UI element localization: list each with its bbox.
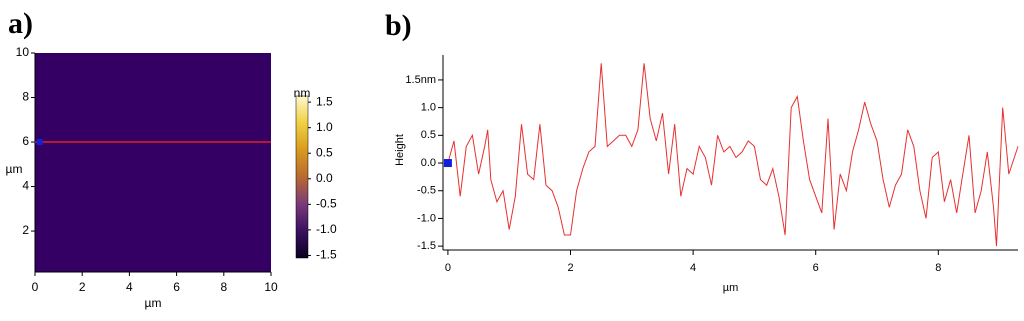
colorbar <box>295 95 309 259</box>
y-axis-label: Height <box>394 134 406 166</box>
colorbar-tick-label: -0.5 <box>316 197 337 211</box>
colorbar-tick-label: 1.0 <box>316 120 333 134</box>
x-tick-label: 8 <box>220 280 227 294</box>
afm-image <box>35 53 271 272</box>
profile-line <box>447 63 1019 247</box>
colorbar-label: nm <box>294 86 311 100</box>
x-tick-label: 2 <box>567 262 573 274</box>
panel-label: a) <box>8 7 33 40</box>
x-tick-label: 10 <box>264 280 278 294</box>
y-tick-label: 4 <box>22 179 29 193</box>
y-tick-label: 0.5 <box>421 129 436 141</box>
colorbar-tick-label: 0.5 <box>316 145 333 159</box>
y-tick-label: 2 <box>22 223 29 237</box>
x-tick-label: 6 <box>813 262 819 274</box>
colorbar-tick-label: 1.5 <box>316 94 333 108</box>
y-tick-label: -0.5 <box>417 185 436 197</box>
x-tick-label: 4 <box>690 262 696 274</box>
x-tick-label: 4 <box>126 280 133 294</box>
x-tick-label: 0 <box>32 280 39 294</box>
x-axis-label: µm <box>723 282 739 294</box>
y-axis-label: µm <box>6 162 23 176</box>
x-axis-label: µm <box>145 296 162 310</box>
colorbar-tick-label: -1.5 <box>316 248 337 262</box>
y-tick-label: -1.0 <box>417 212 436 224</box>
y-tick-label: -1.5 <box>417 240 436 252</box>
colorbar-tick-label: -1.0 <box>316 222 337 236</box>
panel-label: b) <box>385 9 412 42</box>
y-tick-label: 10 <box>16 45 30 59</box>
cursor <box>36 139 43 146</box>
x-tick-label: 0 <box>445 262 451 274</box>
y-tick-label: 0.0 <box>421 157 436 169</box>
y-tick-label: 1.5nm <box>405 74 436 86</box>
x-tick-label: 6 <box>173 280 180 294</box>
x-tick-label: 2 <box>79 280 86 294</box>
x-tick-label: 8 <box>935 262 941 274</box>
colorbar-tick-label: 0.0 <box>316 171 333 185</box>
y-tick-label: 1.0 <box>421 102 436 114</box>
y-tick-label: 8 <box>22 90 29 104</box>
y-tick-label: 6 <box>22 134 29 148</box>
cursor <box>443 159 452 168</box>
